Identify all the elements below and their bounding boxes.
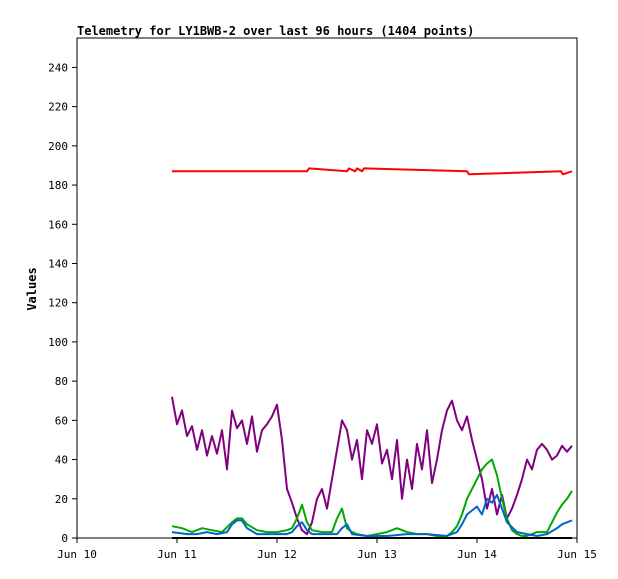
series-line-0	[172, 167, 573, 176]
y-axis-ticks: 0 20 40 60 80 100 120 140 160 180 200 220 240	[48, 61, 77, 545]
x-tick-label: Jun 12	[257, 548, 297, 561]
chart-title: Telemetry for LY1BWB-2 over last 96 hour…	[77, 24, 474, 38]
y-tick-label: 160	[48, 218, 68, 231]
y-tick-label: 200	[48, 140, 68, 153]
series-line-2	[171, 458, 573, 537]
x-tick-label: Jun 15	[557, 548, 597, 561]
y-tick-label: 120	[48, 297, 68, 310]
y-tick-label: 40	[55, 454, 68, 467]
y-tick-label: 60	[55, 414, 68, 427]
x-tick-label: Jun 14	[457, 548, 497, 561]
y-tick-label: 140	[48, 257, 68, 270]
y-tick-label: 180	[48, 179, 68, 192]
y-axis-label: Values	[25, 267, 39, 310]
y-tick-label: 0	[61, 532, 68, 545]
series-line-3	[171, 493, 573, 537]
y-tick-label: 20	[55, 493, 68, 506]
x-axis-ticks: Jun 10 Jun 11 Jun 12 Jun 13 Jun 14 Jun 15	[57, 538, 597, 561]
x-tick-label: Jun 11	[157, 548, 197, 561]
x-tick-label: Jun 13	[357, 548, 397, 561]
series-layer	[171, 167, 573, 539]
y-tick-label: 240	[48, 61, 68, 74]
y-tick-label: 220	[48, 101, 68, 114]
x-tick-label: Jun 10	[57, 548, 97, 561]
y-tick-label: 100	[48, 336, 68, 349]
y-tick-label: 80	[55, 375, 68, 388]
plot-frame	[76, 37, 578, 539]
